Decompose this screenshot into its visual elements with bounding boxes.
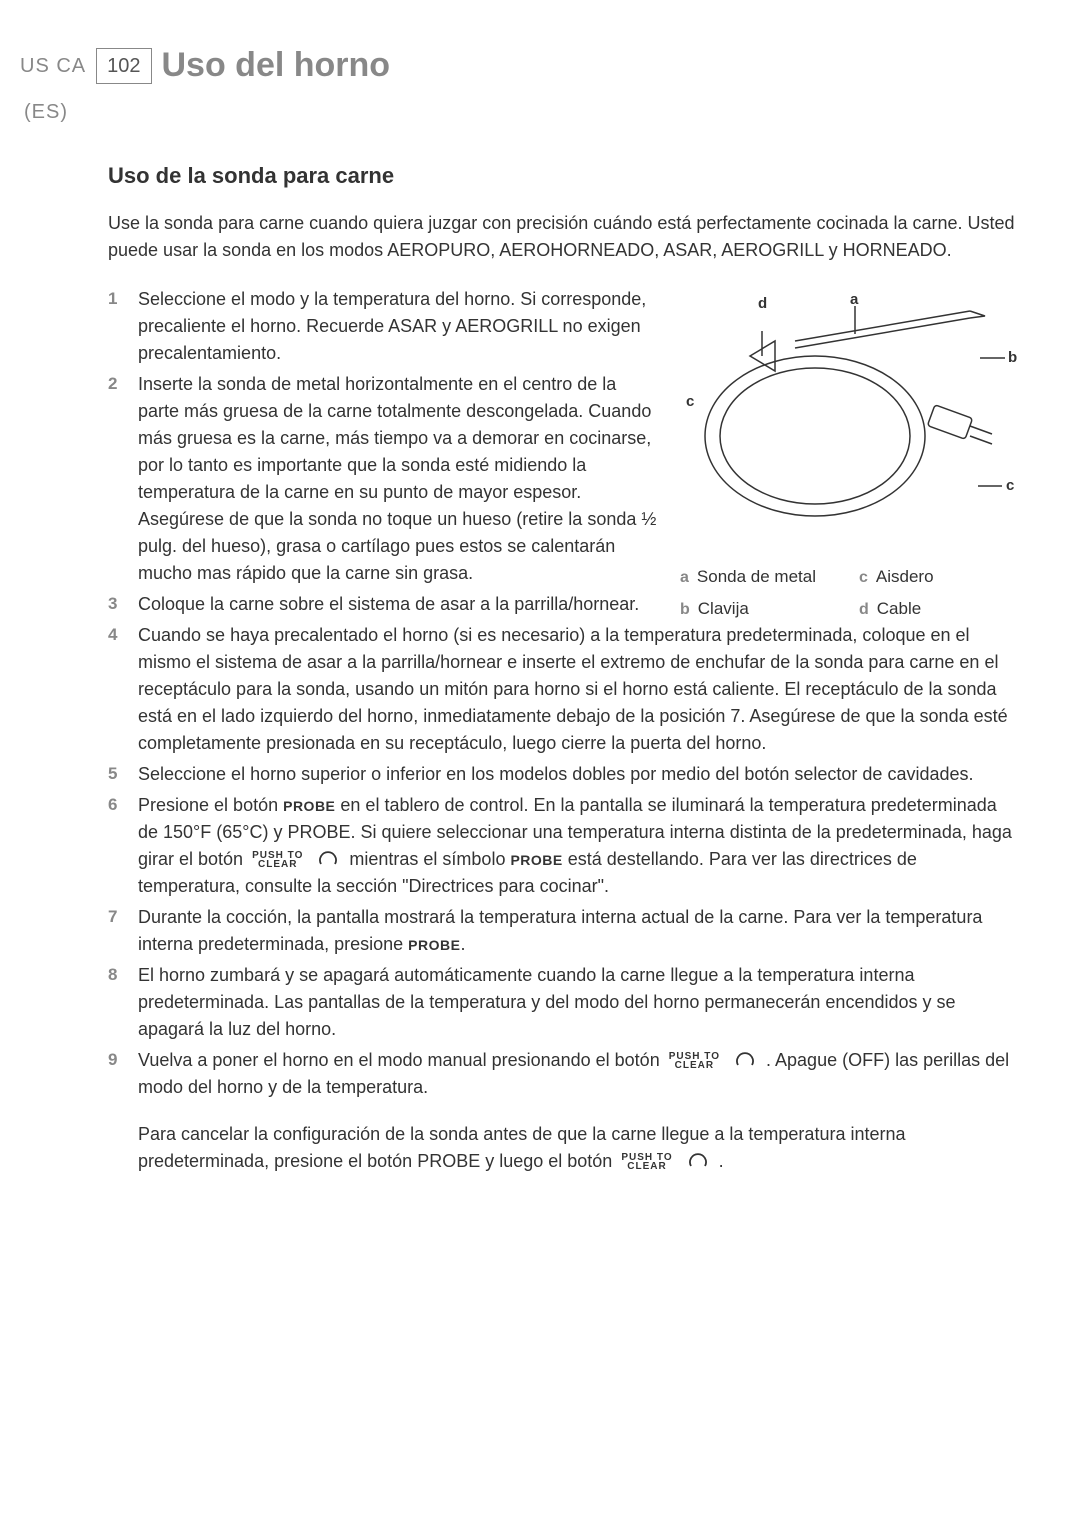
probe-label: PROBE xyxy=(417,1151,480,1171)
footer-paragraph: Para cancelar la configuración de la son… xyxy=(138,1121,1020,1175)
text-fragment: Presione el botón xyxy=(138,795,283,815)
legend-key: c xyxy=(859,566,868,590)
step-text: Seleccione el horno superior o inferior … xyxy=(138,761,1020,788)
legend-key: b xyxy=(680,598,690,622)
text-fragment: Durante la cocción, la pantalla mostrará… xyxy=(138,907,982,954)
text-fragment: Vuelva a poner el horno en el modo manua… xyxy=(138,1050,665,1070)
step-1: 1 Seleccione el modo y la temperatura de… xyxy=(108,286,662,367)
step-number: 2 xyxy=(108,371,138,587)
knob-icon xyxy=(688,1152,708,1172)
diagram-legend: a Sonda de metal c Aisdero b Clavija d C… xyxy=(680,564,1020,622)
step-3: 3 Coloque la carne sobre el sistema de a… xyxy=(108,591,662,618)
step-6: 6 Presione el botón PROBE en el tablero … xyxy=(108,792,1020,900)
push-to-clear-icon: PUSH TOCLEAR xyxy=(621,1153,672,1171)
text-fragment: . xyxy=(719,1151,724,1171)
lang-code: US CA xyxy=(20,51,86,81)
step-text: El horno zumbará y se apagará automática… xyxy=(138,962,1020,1043)
probe-diagram: d a b c c xyxy=(680,286,1020,546)
step-text: Coloque la carne sobre el sistema de asa… xyxy=(138,591,662,618)
lang-es: (ES) xyxy=(24,97,1020,127)
step-number: 3 xyxy=(108,591,138,618)
step-text: Cuando se haya precalentado el horno (si… xyxy=(138,622,1020,757)
step-text: Presione el botón PROBE en el tablero de… xyxy=(138,792,1020,900)
text-fragment: y luego el botón xyxy=(480,1151,617,1171)
legend-label: Aisdero xyxy=(876,564,934,590)
push-to-clear-icon: PUSH TOCLEAR xyxy=(252,851,303,869)
top-block: 1 Seleccione el modo y la temperatura de… xyxy=(108,286,1020,622)
steps-1-3: 1 Seleccione el modo y la temperatura de… xyxy=(108,286,662,622)
diagram-label-b: b xyxy=(1008,349,1017,366)
step-number: 5 xyxy=(108,761,138,788)
legend-label: Cable xyxy=(877,596,921,622)
step-number: 4 xyxy=(108,622,138,757)
diagram-label-c: c xyxy=(686,393,694,410)
push-to-bottom: CLEAR xyxy=(675,1060,714,1071)
step-5: 5 Seleccione el horno superior o inferio… xyxy=(108,761,1020,788)
step-8: 8 El horno zumbará y se apagará automáti… xyxy=(108,962,1020,1043)
step-text: Seleccione el modo y la temperatura del … xyxy=(138,286,662,367)
step-text: Vuelva a poner el horno en el modo manua… xyxy=(138,1047,1020,1101)
step-7: 7 Durante la cocción, la pantalla mostra… xyxy=(108,904,1020,958)
legend-item: b Clavija xyxy=(680,596,841,622)
knob-icon xyxy=(735,1051,755,1071)
legend-item: d Cable xyxy=(859,596,1020,622)
legend-item: a Sonda de metal xyxy=(680,564,841,590)
knob-icon xyxy=(318,850,338,870)
step-text: Durante la cocción, la pantalla mostrará… xyxy=(138,904,1020,958)
step-4: 4 Cuando se haya precalentado el horno (… xyxy=(108,622,1020,757)
text-fragment: mientras el símbolo xyxy=(349,849,510,869)
diagram-label-c2: c xyxy=(1006,477,1014,494)
step-2: 2 Inserte la sonda de metal horizontalme… xyxy=(108,371,662,587)
page-title: Uso del horno xyxy=(162,40,391,91)
step-9: 9 Vuelva a poner el horno en el modo man… xyxy=(108,1047,1020,1101)
text-fragment: . xyxy=(460,934,465,954)
step-number: 1 xyxy=(108,286,138,367)
probe-label: PROBE xyxy=(283,798,335,814)
push-to-clear-icon: PUSH TOCLEAR xyxy=(669,1052,720,1070)
step-text: Inserte la sonda de metal horizontalment… xyxy=(138,371,662,587)
legend-key: d xyxy=(859,598,869,622)
step-number: 6 xyxy=(108,792,138,900)
page-header: US CA 102 Uso del horno xyxy=(20,40,1020,91)
page-number: 102 xyxy=(96,48,151,84)
probe-diagram-column: d a b c c a Sonda de metal c Aisdero b C… xyxy=(680,286,1020,622)
legend-item: c Aisdero xyxy=(859,564,1020,590)
push-to-bottom: CLEAR xyxy=(627,1161,666,1172)
intro-paragraph: Use la sonda para carne cuando quiera ju… xyxy=(108,210,1020,264)
section-subtitle: Uso de la sonda para carne xyxy=(108,159,1020,192)
content-body: Uso de la sonda para carne Use la sonda … xyxy=(108,159,1020,1175)
push-to-bottom: CLEAR xyxy=(258,859,297,870)
legend-label: Clavija xyxy=(698,596,749,622)
diagram-label-d: d xyxy=(758,295,767,312)
legend-key: a xyxy=(680,566,689,590)
probe-label: PROBE xyxy=(408,937,460,953)
step-number: 9 xyxy=(108,1047,138,1101)
step-number: 8 xyxy=(108,962,138,1043)
probe-label: PROBE xyxy=(510,852,562,868)
legend-label: Sonda de metal xyxy=(697,564,816,590)
step-number: 7 xyxy=(108,904,138,958)
diagram-label-a: a xyxy=(850,291,859,308)
